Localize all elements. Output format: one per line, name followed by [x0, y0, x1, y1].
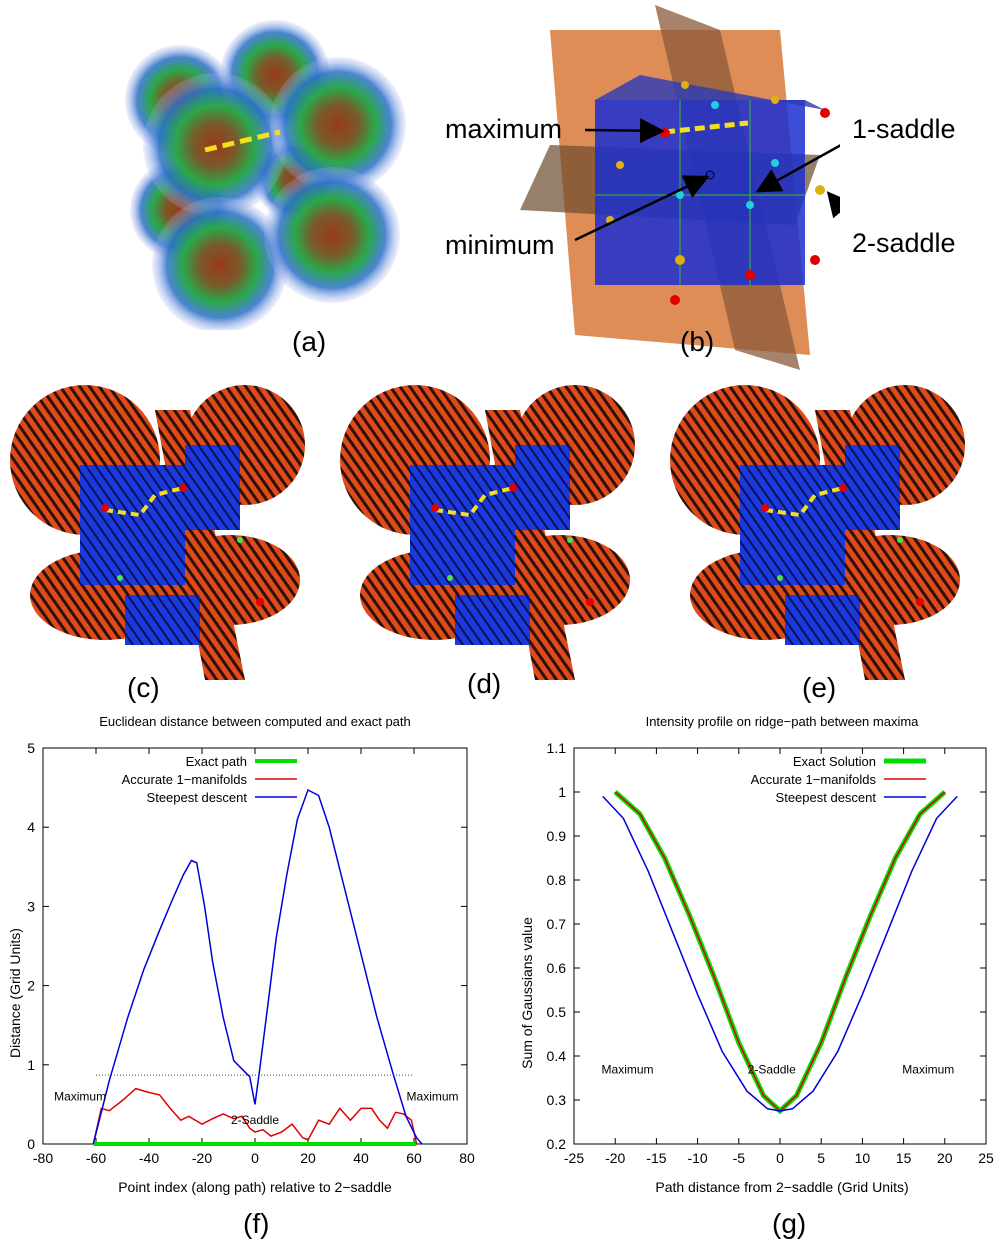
x-tick-label: -25 — [564, 1150, 584, 1166]
panel-d-label: (d) — [467, 668, 502, 699]
plot-frame — [42, 747, 468, 1145]
x-tick-label: 0 — [251, 1150, 259, 1166]
x-tick-label: 60 — [406, 1150, 422, 1166]
y-tick-label: 1 — [27, 1057, 35, 1073]
y-tick-label: 0.3 — [547, 1092, 567, 1108]
y-tick-label: 5 — [27, 740, 35, 756]
legend-label: Steepest descent — [776, 790, 877, 805]
annotation: 2-Saddle — [231, 1113, 279, 1127]
x-tick-label: 10 — [855, 1150, 871, 1166]
x-tick-label: 40 — [353, 1150, 369, 1166]
x-tick-label: 0 — [776, 1150, 784, 1166]
panel-c-label: (c) — [127, 672, 160, 703]
x-tick-label: 25 — [978, 1150, 994, 1166]
panel-b-label: (b) — [680, 326, 715, 357]
panels-cde-images — [8, 383, 967, 682]
chart-f-title: Euclidean distance between computed and … — [99, 714, 411, 729]
y-tick-label: 3 — [27, 898, 35, 914]
chart-f: Euclidean distance between computed and … — [7, 714, 475, 1195]
x-tick-label: -5 — [733, 1150, 746, 1166]
panel-g-label: (g) — [772, 1208, 807, 1239]
series-line-2 — [602, 795, 958, 1112]
label-maximum: maximum — [445, 114, 563, 144]
x-tick-label: -20 — [192, 1150, 212, 1166]
y-tick-label: 1.1 — [547, 740, 567, 756]
chart-g-xlabel: Path distance from 2−saddle (Grid Units) — [655, 1179, 908, 1195]
panel-e-label: (e) — [802, 672, 837, 703]
chart-f-ylabel: Distance (Grid Units) — [7, 928, 23, 1058]
series-line-2 — [92, 788, 423, 1145]
chart-g-ylabel: Sum of Gaussians value — [519, 917, 535, 1069]
annotation: Maximum — [54, 1089, 106, 1103]
label-1-saddle: 1-saddle — [852, 114, 956, 144]
y-tick-label: 0 — [27, 1136, 35, 1152]
legend-label: Exact Solution — [793, 754, 876, 769]
panel-b-image — [520, 5, 830, 370]
y-tick-label: 0.9 — [547, 828, 567, 844]
label-2-saddle: 2-saddle — [852, 228, 956, 258]
y-tick-label: 2 — [27, 978, 35, 994]
label-minimum: minimum — [445, 230, 555, 260]
legend-label: Exact path — [186, 754, 247, 769]
chart-g: Intensity profile on ridge−path between … — [519, 714, 994, 1195]
x-tick-label: -40 — [139, 1150, 159, 1166]
x-tick-label: 20 — [937, 1150, 953, 1166]
panel-a-image — [125, 20, 406, 330]
x-tick-label: 80 — [459, 1150, 475, 1166]
y-tick-label: 0.7 — [547, 916, 567, 932]
x-tick-label: 20 — [300, 1150, 316, 1166]
x-tick-label: -10 — [687, 1150, 707, 1166]
legend-label: Steepest descent — [147, 790, 248, 805]
annotation: Maximum — [602, 1063, 654, 1077]
x-tick-label: -15 — [646, 1150, 666, 1166]
annotation: Maximum — [902, 1063, 954, 1077]
panel-b-arrows — [574, 118, 840, 242]
x-tick-label: -80 — [33, 1150, 53, 1166]
y-tick-label: 0.8 — [547, 872, 567, 888]
legend-label: Accurate 1−manifolds — [122, 772, 248, 787]
panel-a-label: (a) — [292, 326, 327, 357]
y-tick-label: 1 — [558, 784, 566, 800]
y-tick-label: 4 — [27, 819, 35, 835]
y-tick-label: 0.4 — [547, 1048, 567, 1064]
chart-f-xlabel: Point index (along path) relative to 2−s… — [118, 1179, 392, 1195]
y-tick-label: 0.5 — [547, 1004, 567, 1020]
x-tick-label: -20 — [605, 1150, 625, 1166]
ridge-path — [204, 129, 281, 153]
ridge-path — [664, 120, 749, 135]
annotation: 2-Saddle — [748, 1063, 796, 1077]
y-tick-label: 0.6 — [547, 960, 567, 976]
annotation: Maximum — [407, 1089, 459, 1103]
series-line-1 — [92, 1087, 418, 1145]
x-tick-label: 15 — [896, 1150, 912, 1166]
x-tick-label: -60 — [86, 1150, 106, 1166]
x-tick-label: 5 — [817, 1150, 825, 1166]
y-tick-label: 0.2 — [547, 1136, 567, 1152]
chart-g-title: Intensity profile on ridge−path between … — [646, 714, 920, 729]
panel-f-label: (f) — [243, 1208, 270, 1239]
legend-label: Accurate 1−manifolds — [751, 772, 877, 787]
